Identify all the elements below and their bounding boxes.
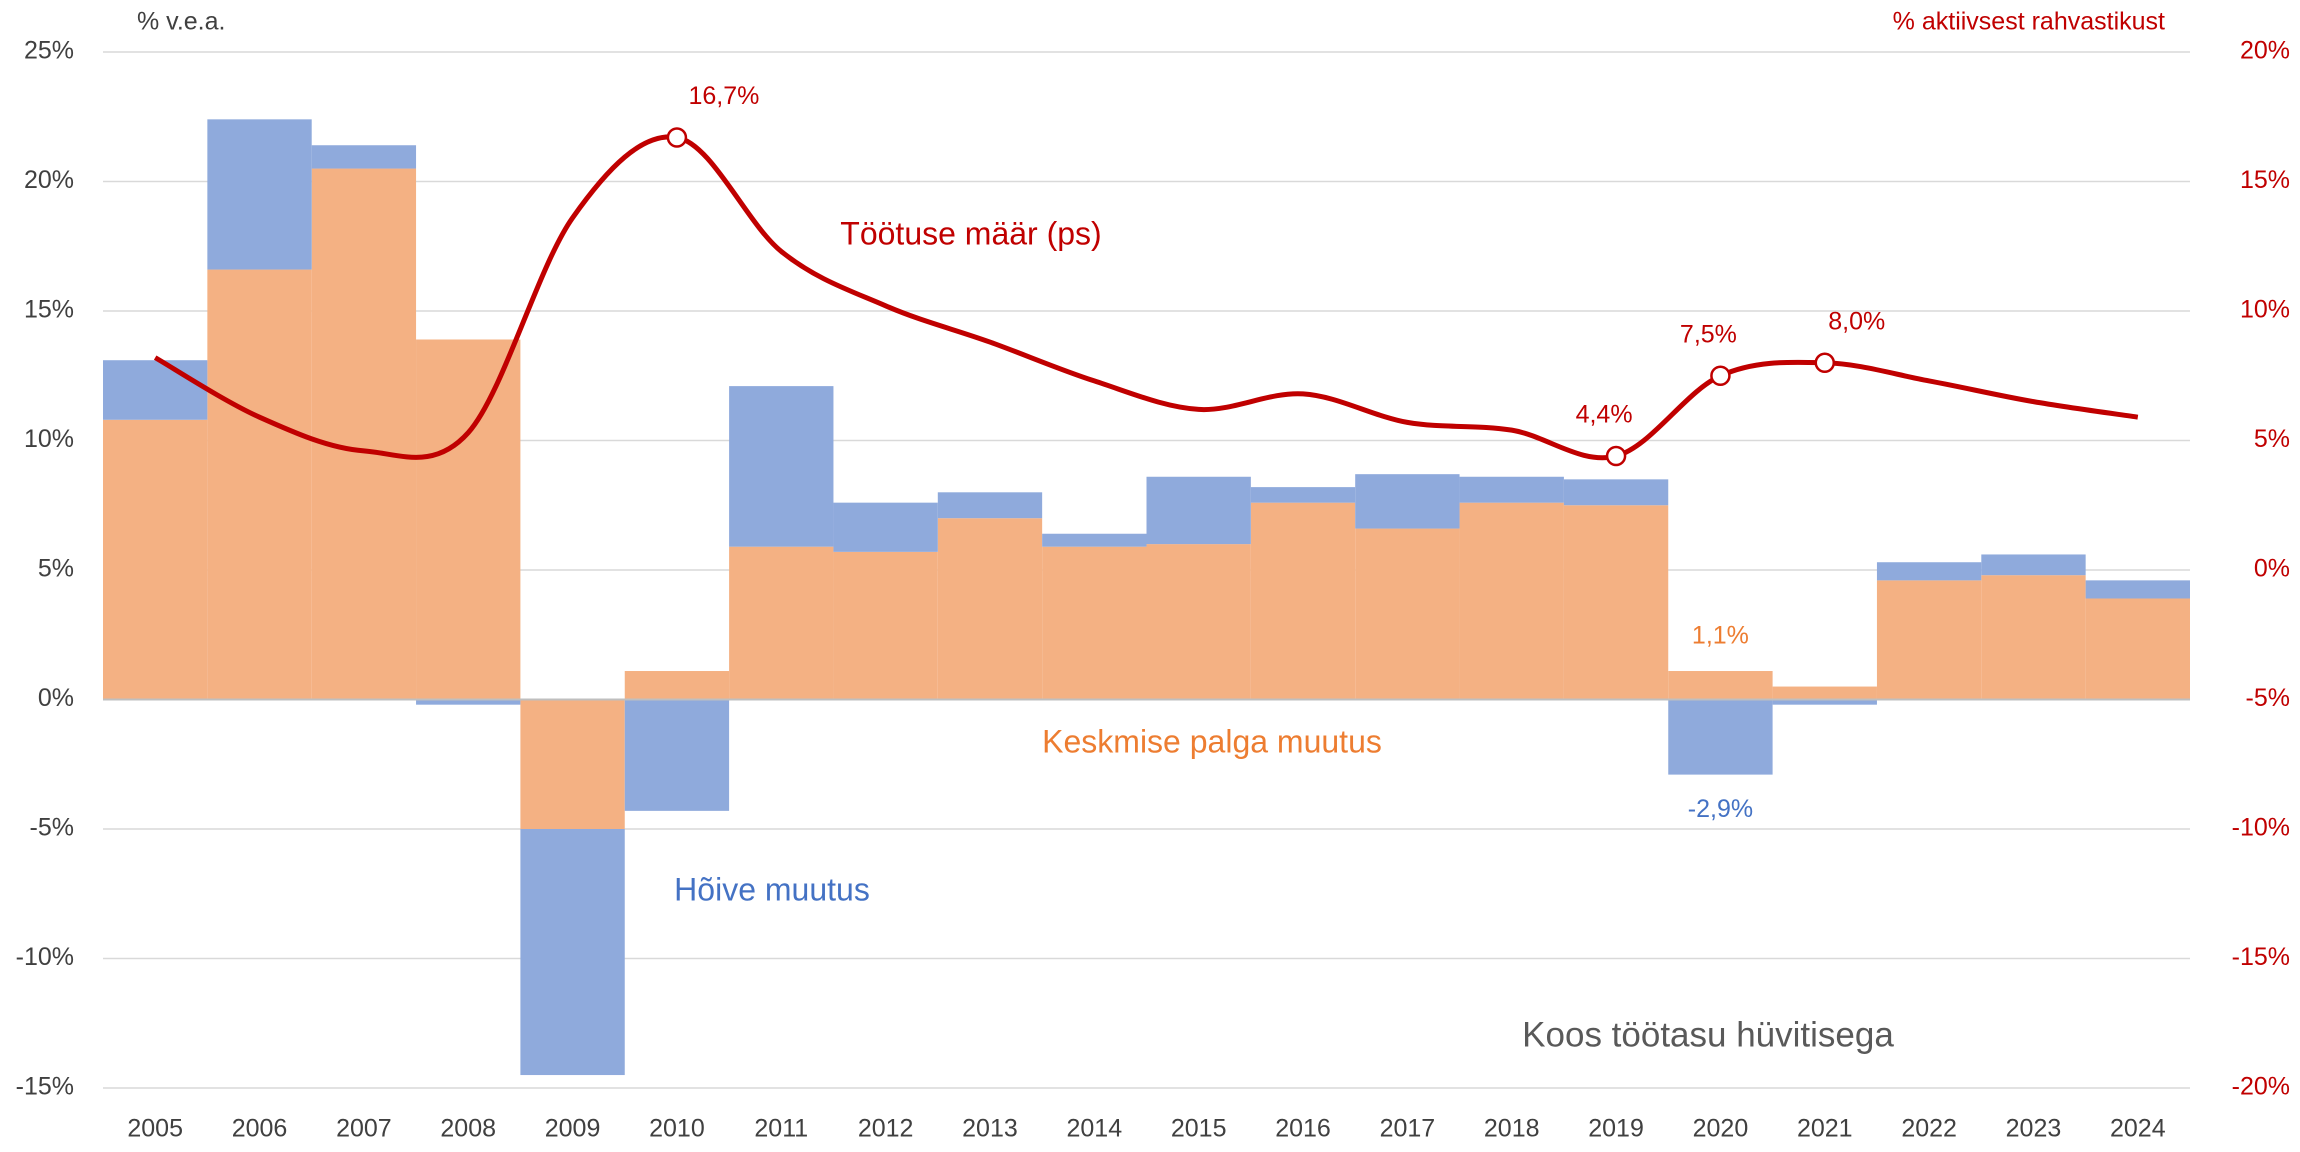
y2-tick-label: -10% <box>2232 814 2290 842</box>
x-tick-label: 2012 <box>858 1115 914 1143</box>
y-tick-label: 0% <box>38 684 74 712</box>
x-tick-label: 2016 <box>1275 1115 1331 1143</box>
x-tick-label: 2008 <box>440 1115 496 1143</box>
bar <box>833 502 938 552</box>
bar <box>1563 479 1669 506</box>
x-tick-label: 2015 <box>1171 1115 1227 1143</box>
y2-tick-label: 0% <box>2254 555 2290 583</box>
bar <box>1772 686 1877 700</box>
x-tick-label: 2021 <box>1797 1115 1853 1143</box>
bar <box>1459 476 1564 503</box>
right-axis-label: % aktiivsest rahvastikust <box>1893 8 2165 36</box>
bar <box>520 829 625 1076</box>
bar <box>2085 580 2190 599</box>
series-label: Hõive muutus <box>674 871 870 907</box>
bar <box>103 419 208 700</box>
bar <box>520 699 625 829</box>
bar <box>1876 580 1982 700</box>
bar <box>1355 474 1460 529</box>
y2-tick-label: 20% <box>2240 37 2290 65</box>
bar <box>1668 699 1773 775</box>
data-label: 16,7% <box>688 82 759 110</box>
line <box>153 134 2139 461</box>
bar <box>1876 562 1982 581</box>
point-marker <box>1710 365 1731 386</box>
y2-tick-label: 5% <box>2254 425 2290 453</box>
data-label: 8,0% <box>1828 307 1885 335</box>
bar <box>311 168 417 700</box>
bar <box>1042 546 1147 700</box>
bar <box>1563 505 1669 700</box>
x-tick-label: 2023 <box>2006 1115 2062 1143</box>
left-axis-label: % v.e.a. <box>137 8 225 36</box>
data-label: 4,4% <box>1576 401 1633 429</box>
x-tick-label: 2007 <box>336 1115 392 1143</box>
bar <box>1459 502 1564 700</box>
data-label: 7,5% <box>1680 320 1737 348</box>
x-tick-label: 2018 <box>1484 1115 1540 1143</box>
y-tick-label: 25% <box>24 37 74 65</box>
x-tick-label: 2019 <box>1588 1115 1644 1143</box>
x-tick-label: 2010 <box>649 1115 705 1143</box>
y-tick-label: -5% <box>30 814 74 842</box>
y2-tick-label: 15% <box>2240 166 2290 194</box>
bar <box>103 360 208 420</box>
point-marker <box>1605 445 1627 467</box>
series-label: Keskmise palga muutus <box>1042 723 1382 759</box>
bar <box>729 386 834 547</box>
bar <box>1250 502 1356 700</box>
x-tick-label: 2011 <box>754 1115 808 1143</box>
bar <box>1146 476 1251 545</box>
bar <box>937 492 1043 519</box>
bar <box>2085 598 2190 700</box>
point-marker <box>666 127 688 148</box>
y2-tick-label: -5% <box>2246 684 2290 712</box>
bar <box>833 551 938 700</box>
y-tick-label: 20% <box>24 166 74 194</box>
data-label: -2,9% <box>1688 795 1753 823</box>
x-tick-label: 2014 <box>1067 1115 1123 1143</box>
bar <box>729 546 834 700</box>
bar <box>1981 554 2086 576</box>
y-tick-label: 15% <box>24 296 74 324</box>
bars <box>103 119 2190 1076</box>
bar <box>311 145 417 169</box>
point-marker <box>1814 352 1836 374</box>
x-tick-label: 2005 <box>127 1115 183 1143</box>
bar <box>1772 699 1877 705</box>
y-tick-label: 10% <box>24 425 74 453</box>
data-label: 1,1% <box>1692 622 1749 650</box>
bar <box>416 339 521 700</box>
bar <box>207 119 312 270</box>
bar <box>1668 671 1773 700</box>
y2-tick-label: -20% <box>2232 1073 2290 1101</box>
x-tick-label: 2024 <box>2110 1115 2166 1143</box>
bar <box>416 699 521 705</box>
annotation: Koos töötasu hüvitisega <box>1522 1015 1894 1054</box>
x-tick-label: 2009 <box>545 1115 601 1143</box>
bar <box>624 699 730 811</box>
x-tick-label: 2017 <box>1380 1115 1436 1143</box>
y-tick-label: -10% <box>16 943 74 971</box>
x-tick-label: 2020 <box>1693 1115 1749 1143</box>
bar <box>1042 533 1147 547</box>
y2-tick-label: 10% <box>2240 296 2290 324</box>
bar <box>1355 528 1460 700</box>
y2-tick-label: -15% <box>2232 943 2290 971</box>
bar <box>624 671 730 700</box>
bar <box>1146 544 1251 700</box>
series-label: Töötuse määr (ps) <box>840 215 1101 251</box>
bar <box>1981 575 2086 700</box>
bar <box>207 269 312 700</box>
x-tick-label: 2006 <box>232 1115 288 1143</box>
y-tick-label: -15% <box>16 1073 74 1101</box>
x-tick-label: 2013 <box>962 1115 1018 1143</box>
x-tick-label: 2022 <box>1901 1115 1957 1143</box>
y-tick-label: 5% <box>38 555 74 583</box>
bar <box>937 518 1043 700</box>
bar <box>1250 487 1356 503</box>
